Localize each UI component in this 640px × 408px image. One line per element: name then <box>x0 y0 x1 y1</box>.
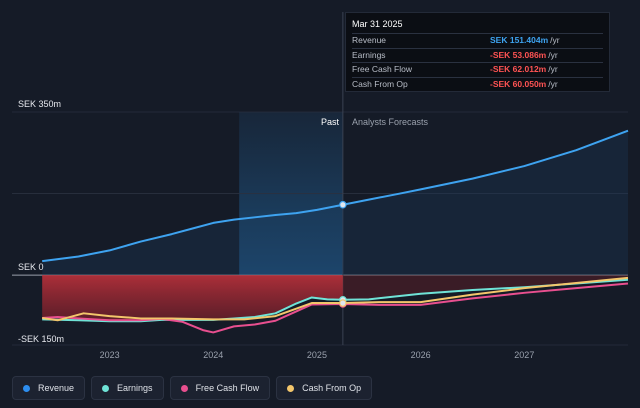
x-tick-label: 2024 <box>203 350 223 360</box>
legend-label: Earnings <box>117 383 153 393</box>
x-tick-label: 2026 <box>411 350 431 360</box>
tooltip-date: Mar 31 2025 <box>352 19 403 29</box>
marker-revenue <box>339 200 347 209</box>
revenue-area <box>42 130 629 276</box>
chart-legend: Revenue Earnings Free Cash Flow Cash From O… <box>12 376 373 400</box>
legend-dot-icon <box>180 384 188 392</box>
series-line-revenue <box>42 129 629 263</box>
tooltip-row-value: -SEK 60.050m <box>490 78 547 89</box>
legend-label: Free Cash Flow <box>195 383 260 393</box>
y-axis-label-zero: SEK 0 <box>18 262 44 272</box>
loss-area-past <box>42 275 343 322</box>
legend-item-revenue[interactable]: Revenue <box>12 376 86 400</box>
x-tick-label: 2025 <box>307 350 327 360</box>
series-line-free-cash-flow <box>42 282 629 334</box>
tooltip-row-revenue: Revenue SEK 151.404m/yr <box>352 33 603 48</box>
legend-item-cash-from-op[interactable]: Cash From Op <box>276 376 373 400</box>
marker-cash-from-op <box>339 299 347 307</box>
tooltip-row-unit: /yr <box>550 35 560 45</box>
tooltip-row-label: Revenue <box>352 35 387 45</box>
y-axis-label-bottom: -SEK 150m <box>18 334 64 344</box>
legend-item-free-cash-flow[interactable]: Free Cash Flow <box>169 376 271 400</box>
legend-label: Cash From Op <box>302 383 362 393</box>
tooltip-row-free-cash-flow: Free Cash Flow -SEK 62.012m/yr <box>352 62 603 77</box>
chart-canvas: SEK 350m SEK 0 -SEK 150m Past Analysts F… <box>12 12 629 360</box>
tooltip-row-label: Free Cash Flow <box>352 64 412 74</box>
tooltip-row-value: SEK 151.404m <box>490 35 549 45</box>
legend-dot-icon <box>23 384 30 392</box>
chart-markers <box>339 200 347 308</box>
legend-dot-icon <box>102 384 110 392</box>
tooltip-row-value: -SEK 62.012m <box>490 64 547 74</box>
x-tick-label: 2027 <box>514 350 534 360</box>
y-axis-label-top: SEK 350m <box>18 99 61 109</box>
forecast-label: Analysts Forecasts <box>352 117 429 127</box>
legend-dot-icon <box>287 384 295 392</box>
tooltip-row-value: -SEK 53.086m <box>490 49 547 60</box>
chart-lines <box>42 129 629 334</box>
tooltip-row-cash-from-op: Cash From Op -SEK 60.050m/yr <box>352 76 603 92</box>
series-line-cash-from-op <box>42 276 629 322</box>
tooltip-row-unit: /yr <box>548 64 558 74</box>
legend-label: Revenue <box>38 383 75 393</box>
data-tooltip: Mar 31 2025 Revenue SEK 151.404m/yr Earnin… <box>345 12 610 92</box>
tooltip-row-label: Earnings <box>352 49 386 60</box>
tooltip-row-earnings: Earnings -SEK 53.086m/yr <box>352 47 603 63</box>
tooltip-row-unit: /yr <box>548 49 558 60</box>
tooltip-row-label: Cash From Op <box>352 78 408 89</box>
x-axis-ticks: 2023 2024 2025 2026 2027 <box>100 350 535 360</box>
x-tick-label: 2023 <box>100 350 120 360</box>
tooltip-row-unit: /yr <box>548 78 558 89</box>
past-label: Past <box>321 117 340 127</box>
legend-item-earnings[interactable]: Earnings <box>91 376 164 400</box>
